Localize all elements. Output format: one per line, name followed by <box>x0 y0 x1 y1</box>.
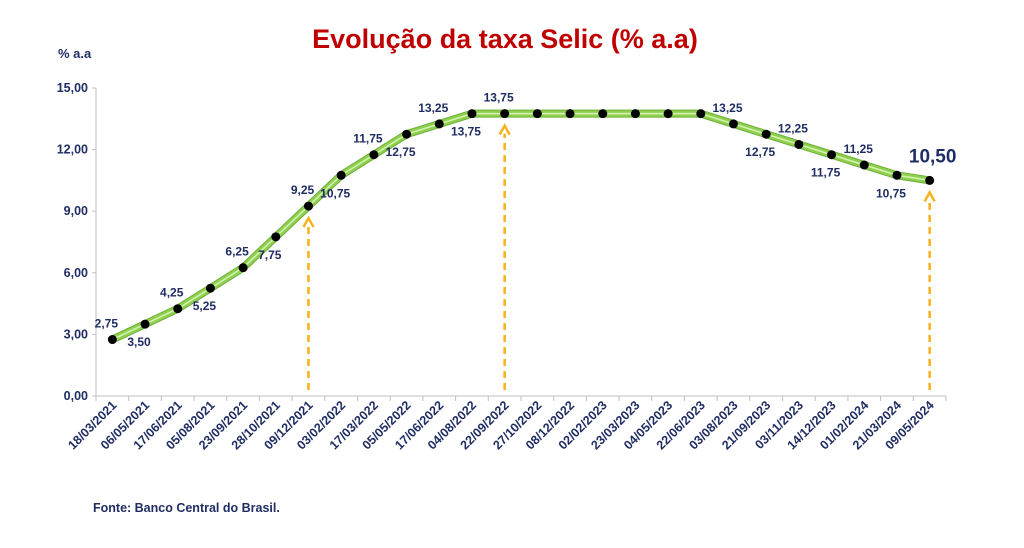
x-axis-ticks: 18/03/202106/05/202117/06/202105/08/2021… <box>65 396 947 452</box>
data-point <box>598 109 608 119</box>
data-point <box>696 109 706 119</box>
data-point <box>467 109 477 119</box>
data-point <box>402 129 412 139</box>
data-label: 7,75 <box>258 248 282 262</box>
data-label: 12,75 <box>386 145 416 159</box>
data-point <box>729 119 738 129</box>
data-point <box>238 263 248 273</box>
y-axis-label: % a.a <box>58 46 92 61</box>
y-tick-label: 9,00 <box>64 204 88 218</box>
data-point <box>794 139 804 149</box>
data-point <box>336 170 346 180</box>
data-label: 12,25 <box>778 121 808 135</box>
data-point <box>140 319 150 329</box>
data-label: 11,75 <box>353 132 383 146</box>
y-tick-label: 12,00 <box>57 143 88 157</box>
source-note: Fonte: Banco Central do Brasil. <box>93 501 280 515</box>
arrow-head <box>302 215 315 228</box>
data-label: 3,50 <box>127 335 151 349</box>
data-markers <box>107 109 935 345</box>
data-point <box>271 232 281 242</box>
data-point <box>925 175 935 185</box>
data-label: 13,75 <box>484 91 514 105</box>
data-label: 5,25 <box>193 299 217 313</box>
y-axis-ticks: 0,00 3,00 6,00 9,00 12,00 15,00 <box>57 81 96 403</box>
data-point <box>107 335 117 345</box>
data-point <box>859 160 869 170</box>
data-point <box>532 109 542 119</box>
chart-title: Evolução da taxa Selic (% a.a) <box>312 24 698 54</box>
y-tick-label: 3,00 <box>64 327 88 341</box>
data-point <box>173 304 183 314</box>
data-label: 6,25 <box>225 245 249 259</box>
data-point <box>892 170 902 180</box>
highlight-arrows <box>302 123 936 390</box>
y-tick-label: 15,00 <box>57 81 88 95</box>
data-point <box>304 201 313 211</box>
data-label: 4,25 <box>160 286 184 300</box>
data-label: 11,75 <box>811 166 841 180</box>
data-point <box>663 109 673 119</box>
series-line <box>108 109 934 344</box>
series-line-highlight <box>111 112 931 341</box>
data-point <box>565 109 575 119</box>
data-point <box>500 109 510 119</box>
data-label: 9,25 <box>291 183 315 197</box>
y-tick-label: 0,00 <box>64 389 88 403</box>
data-label: 12,75 <box>745 145 775 159</box>
data-point <box>827 150 837 160</box>
data-labels: 2,753,504,255,256,25 7,759,25 10,7511,7512… <box>95 91 957 349</box>
data-point <box>761 129 771 139</box>
data-point <box>434 119 444 129</box>
data-label: 11,25 <box>844 142 874 156</box>
data-point <box>630 109 640 119</box>
data-label: 13,25 <box>418 101 448 115</box>
data-point <box>369 150 379 160</box>
data-label: 2,75 <box>95 317 119 331</box>
data-label: 13,75 <box>451 125 481 139</box>
data-label: 10,50 <box>909 146 957 167</box>
data-label: 10,75 <box>320 186 350 200</box>
arrow-head <box>498 123 511 136</box>
y-tick-label: 6,00 <box>64 266 88 280</box>
data-label: 13,25 <box>712 101 742 115</box>
data-point <box>205 283 215 293</box>
data-label: 10,75 <box>876 186 906 200</box>
arrow-head <box>923 189 936 203</box>
